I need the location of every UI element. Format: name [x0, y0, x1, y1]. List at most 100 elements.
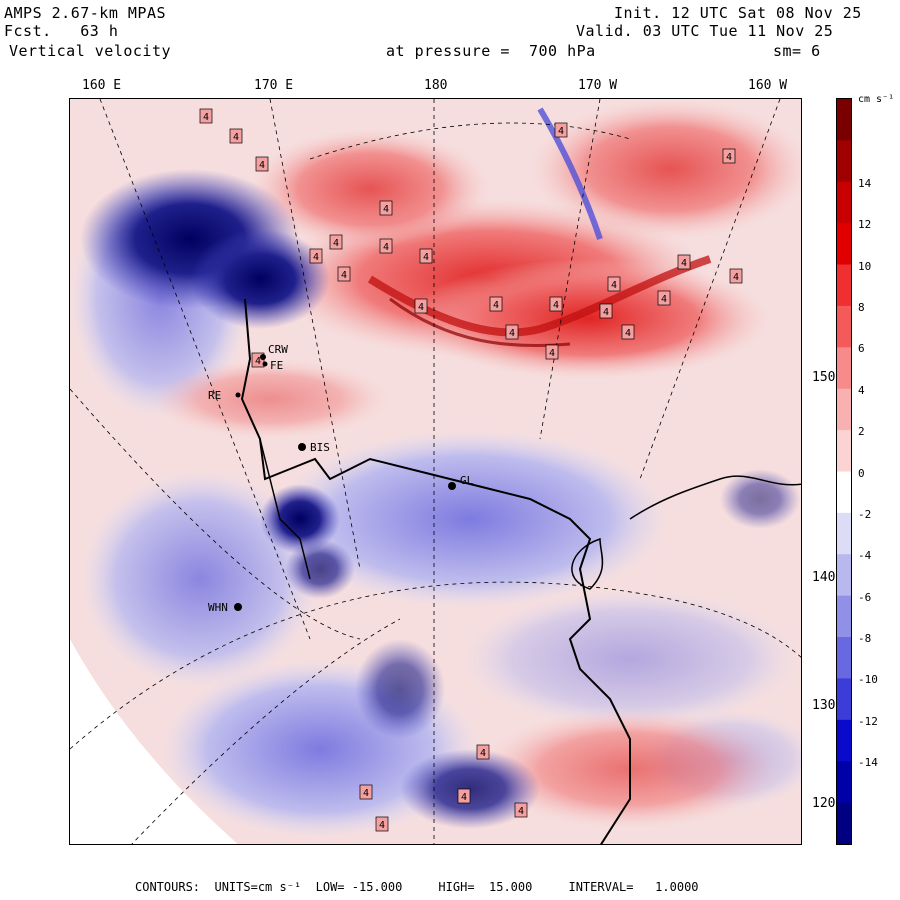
colorbar-tick-label: 0 — [858, 466, 865, 480]
colorbar-tick-label: -10 — [858, 673, 878, 687]
contour-marker: 4 — [607, 276, 621, 292]
contour-marker: 4 — [379, 200, 393, 216]
colorbar-tick-label: 10 — [858, 259, 872, 273]
fcst-value: 63 h — [80, 22, 119, 40]
colorbar-tick-label: 2 — [858, 425, 865, 439]
colorbar-swatch — [837, 471, 851, 514]
contour-marker: 4 — [414, 298, 428, 314]
colorbar-tick-label: -4 — [858, 549, 872, 563]
svg-text:4: 4 — [661, 294, 667, 305]
svg-text:4: 4 — [423, 252, 429, 263]
contour-labels: 4 4 4 4 4 4 4 4 4 4 4 4 4 4 4 4 4 4 4 4 … — [199, 108, 743, 832]
svg-text:BIS: BIS — [310, 441, 330, 454]
terrain-noise — [190, 229, 330, 329]
fcst-label: Fcst. — [4, 22, 52, 40]
colorbar-swatch — [837, 181, 851, 224]
contour-marker: 4 — [375, 816, 389, 832]
domain-edge — [70, 639, 238, 844]
contour-marker: 4 — [489, 296, 503, 312]
svg-text:4: 4 — [383, 204, 389, 215]
coastline — [259, 438, 311, 580]
colorbar-tick-label: 14 — [858, 176, 872, 190]
contour-marker: 4 — [379, 238, 393, 254]
svg-text:4: 4 — [553, 300, 559, 311]
colorbar-tick-label: -14 — [858, 756, 878, 770]
contour-marker: 4 — [309, 248, 323, 264]
colorbar-units: cm s⁻¹ — [858, 94, 895, 105]
svg-text:4: 4 — [611, 280, 617, 291]
svg-text:4: 4 — [726, 152, 732, 163]
lon-label-160e: 160 E — [82, 78, 122, 93]
colorbar — [836, 98, 852, 845]
contour-marker: 4 — [545, 344, 559, 360]
svg-text:CRW: CRW — [268, 343, 288, 356]
model-title: AMPS 2.67-km MPAS — [4, 4, 167, 22]
contour-marker: 4 — [514, 802, 528, 818]
svg-text:4: 4 — [383, 242, 389, 253]
contour-marker: 4 — [329, 234, 343, 250]
colorbar-tick-label: -2 — [858, 507, 872, 521]
station-crw[interactable]: CRW — [260, 343, 288, 360]
blue-region — [460, 589, 800, 729]
lon-label-170e: 170 E — [254, 78, 294, 93]
lon-label-170w: 170 W — [578, 78, 618, 93]
svg-text:4: 4 — [233, 132, 239, 143]
contour-marker: 4 — [199, 108, 213, 124]
lon-label-180: 180 — [424, 78, 448, 93]
station-fe[interactable]: FE — [262, 359, 284, 372]
svg-text:WHN: WHN — [208, 601, 228, 614]
station-re[interactable]: RE — [208, 389, 241, 402]
colorbar-swatch — [837, 512, 851, 555]
svg-text:4: 4 — [733, 272, 739, 283]
contours-info: CONTOURS: UNITS=cm s⁻¹ LOW= -15.000 HIGH… — [135, 880, 699, 894]
lon-label-160w: 160 W — [748, 78, 788, 93]
svg-text:4: 4 — [681, 258, 687, 269]
svg-text:4: 4 — [493, 300, 499, 311]
svg-text:4: 4 — [341, 270, 347, 281]
contour-marker: 4 — [505, 324, 519, 340]
svg-text:4: 4 — [625, 328, 631, 339]
terrain-noise — [720, 469, 800, 529]
svg-text:4: 4 — [603, 307, 609, 318]
svg-text:4: 4 — [333, 238, 339, 249]
contour-marker: 4 — [621, 324, 635, 340]
colorbar-tick-label: -8 — [858, 632, 872, 646]
svg-text:4: 4 — [255, 356, 261, 367]
station-gl[interactable]: GL — [448, 474, 474, 490]
colorbar-tick-label: 8 — [858, 300, 865, 314]
contour-marker: 4 — [677, 254, 691, 270]
contour-marker: 4 — [255, 156, 269, 172]
red-front — [367, 255, 712, 337]
colorbar-swatch — [837, 223, 851, 266]
colorbar-tick-label: -6 — [858, 590, 872, 604]
contour-marker: 4 — [229, 128, 243, 144]
contour-marker: 4 — [599, 303, 613, 319]
blue-region — [80, 469, 320, 689]
contour-marker: 4 — [419, 248, 433, 264]
colorbar-tick-label: -12 — [858, 714, 878, 728]
contour-marker: 4 — [657, 290, 671, 306]
colorbar-swatch — [837, 347, 851, 390]
blue-ribbon — [537, 107, 603, 240]
colorbar-tick-label: 4 — [858, 383, 865, 397]
station-bis[interactable]: BIS — [298, 441, 330, 454]
colorbar-swatch — [837, 140, 851, 183]
terrain-noise — [355, 639, 445, 739]
contour-marker: 4 — [359, 784, 373, 800]
terrain-noise — [285, 539, 355, 599]
smoothing-label: sm= 6 — [773, 42, 821, 60]
coastline — [240, 298, 631, 844]
forecast-label: Fcst. 63 h — [4, 22, 118, 40]
colorbar-swatch — [837, 678, 851, 721]
station-whn[interactable]: WHN — [208, 601, 242, 614]
field-name: Vertical velocity — [9, 42, 172, 60]
colorbar-swatch — [837, 802, 851, 845]
map-panel[interactable]: 4 4 4 4 4 4 4 4 4 4 4 4 4 4 4 4 4 4 4 4 … — [69, 98, 802, 845]
svg-text:GL: GL — [460, 474, 474, 487]
valid-time: Valid. 03 UTC Tue 11 Nov 25 — [576, 22, 834, 40]
colorbar-swatch — [837, 305, 851, 348]
svg-text:4: 4 — [363, 788, 369, 799]
contour-marker: 4 — [722, 148, 736, 164]
red-region — [530, 99, 801, 239]
colorbar-swatch — [837, 554, 851, 597]
